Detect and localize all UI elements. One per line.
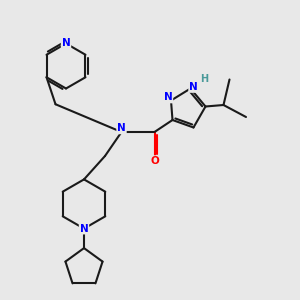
Text: H: H bbox=[200, 74, 208, 85]
Text: N: N bbox=[189, 82, 198, 92]
Text: N: N bbox=[80, 224, 88, 234]
Text: O: O bbox=[150, 156, 159, 166]
Text: N: N bbox=[164, 92, 172, 103]
Text: N: N bbox=[61, 38, 70, 49]
Text: N: N bbox=[117, 123, 126, 134]
